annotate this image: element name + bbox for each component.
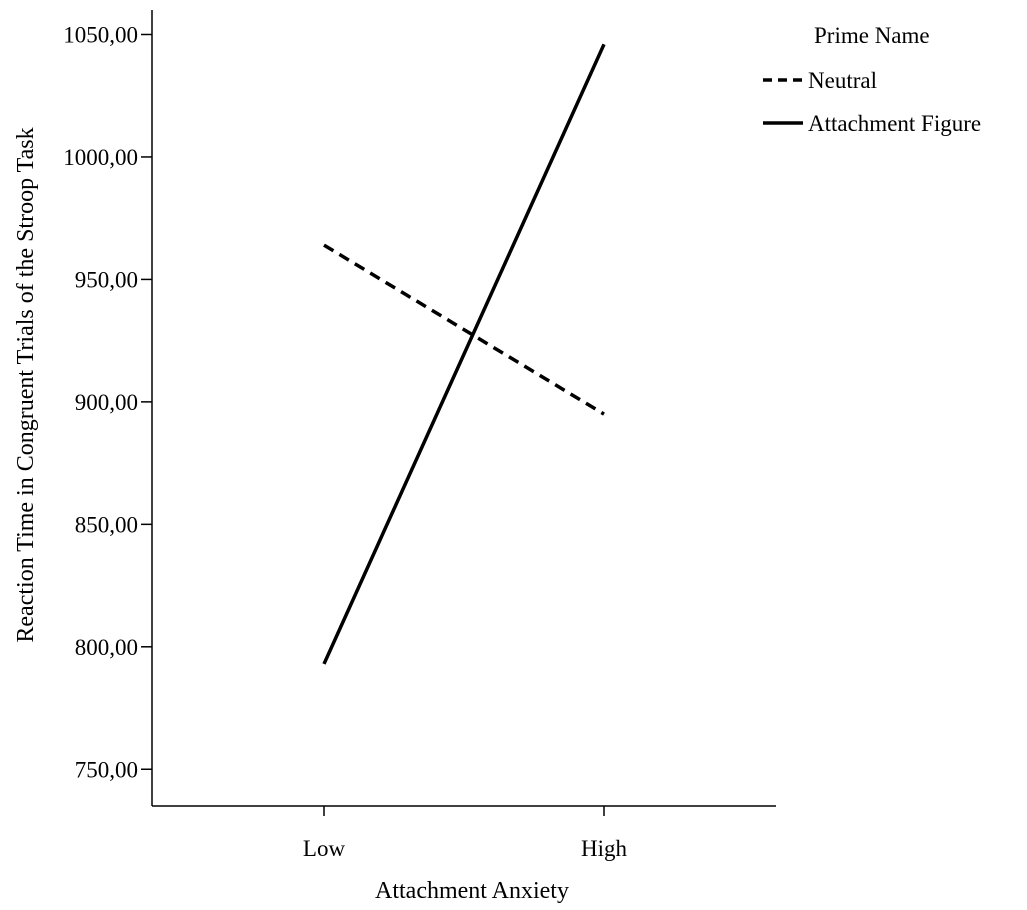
y-tick-label: 950,00 — [75, 267, 138, 292]
y-tick-label: 1000,00 — [63, 145, 138, 170]
x-ticks: Low High — [303, 806, 628, 861]
series-line-attachment-figure — [322, 43, 606, 665]
series-group — [322, 43, 606, 665]
legend-label-neutral: Neutral — [808, 68, 877, 93]
legend-label-attachment-figure: Attachment Figure — [808, 111, 981, 136]
y-tick-label: 850,00 — [75, 512, 138, 537]
y-axis-title: Reaction Time in Congruent Trials of the… — [13, 127, 39, 642]
y-tick-label: 800,00 — [75, 635, 138, 660]
legend-items: Neutral Attachment Figure — [763, 68, 981, 136]
plot-area: 750,00 800,00 850,00 900,00 950,00 1000,00 105… — [63, 10, 776, 861]
x-axis-title: Attachment Anxiety — [375, 878, 569, 904]
legend: Prime Name Neutral Attachment Figure — [763, 23, 981, 136]
y-tick-label: 750,00 — [75, 757, 138, 782]
legend-title: Prime Name — [814, 23, 930, 48]
x-tick-label: High — [581, 836, 628, 861]
y-tick-label: 900,00 — [75, 390, 138, 415]
x-tick-label: Low — [303, 836, 346, 861]
y-ticks: 750,00 800,00 850,00 900,00 950,00 1000,00 105… — [63, 22, 152, 782]
series-line-neutral — [323, 243, 605, 416]
y-tick-label: 1050,00 — [63, 22, 138, 47]
